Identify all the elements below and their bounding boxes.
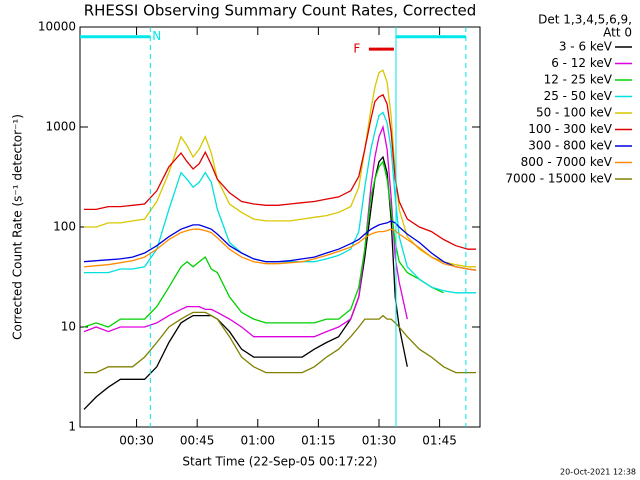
series-line [84, 311, 476, 374]
series-line [83, 228, 477, 271]
legend-label: 50 - 100 keV [536, 106, 613, 120]
y-tick-label: 1 [68, 420, 76, 434]
legend-label: 300 - 800 keV [528, 139, 612, 153]
y-tick-label: 1000 [45, 120, 76, 134]
y-axis-label: Corrected Count Rate (s⁻¹ detector⁻¹) [11, 114, 25, 340]
legend-label: 3 - 6 keV [559, 40, 613, 54]
series-line [83, 160, 444, 328]
x-axis-label: Start Time (22-Sep-05 00:17:22) [182, 455, 377, 469]
y-tick-label: 10000 [38, 20, 76, 34]
x-tick-label: 01:00 [240, 434, 275, 448]
legend-label: 100 - 300 keV [528, 122, 612, 136]
legend-label: 6 - 12 keV [551, 56, 613, 70]
y-tick-label: 100 [53, 220, 76, 234]
series-line [83, 220, 477, 271]
annotation: N [152, 29, 161, 43]
series-line [84, 93, 476, 250]
series-line [83, 124, 408, 338]
y-tick-label: 10 [61, 320, 76, 334]
legend-label: 12 - 25 keV [544, 73, 613, 87]
footer: 20-Oct-2021 12:38 [560, 468, 636, 477]
x-tick-label: 01:30 [362, 434, 397, 448]
series-line [84, 69, 476, 268]
chart-title: RHESSI Observing Summary Count Rates, Co… [84, 2, 477, 20]
legend-label: 25 - 50 keV [544, 89, 613, 103]
x-tick-label: 01:15 [301, 434, 336, 448]
legend-title: Det 1,3,4,5,6,9, [538, 13, 632, 27]
annotation: F [353, 42, 360, 56]
series-line [83, 155, 408, 410]
x-tick-label: 00:30 [119, 434, 154, 448]
series-line [84, 111, 476, 294]
legend-label: 7000 - 15000 keV [505, 172, 612, 186]
legend-label: 800 - 7000 keV [521, 155, 613, 169]
x-tick-label: 00:45 [180, 434, 215, 448]
x-tick-label: 01:45 [422, 434, 457, 448]
legend-title: Att 0 [603, 26, 632, 40]
